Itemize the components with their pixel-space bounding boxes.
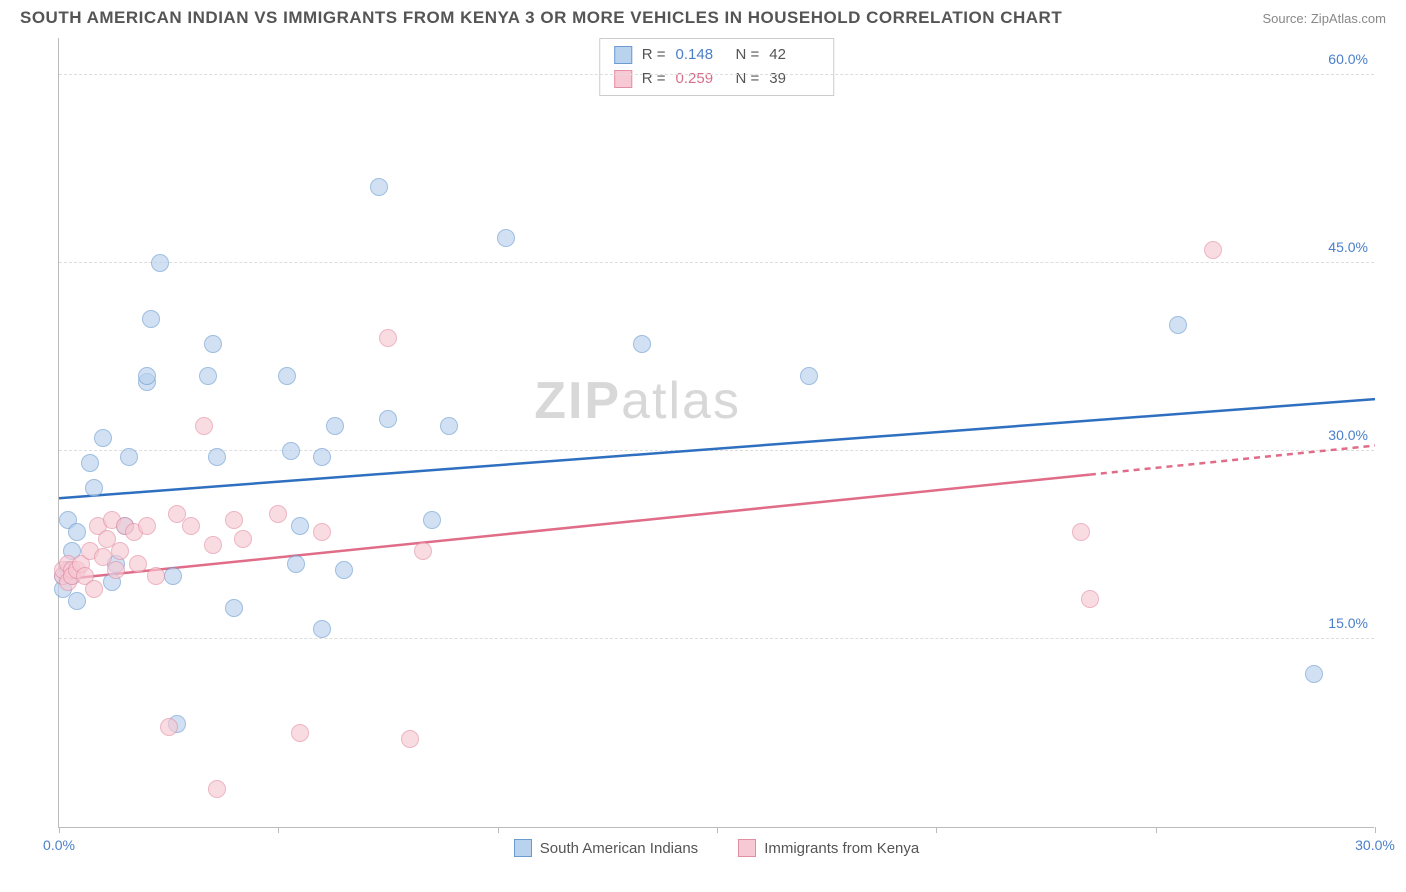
x-tick-label: 30.0%	[1355, 837, 1395, 853]
data-point-kenya	[313, 523, 331, 541]
data-point-sai	[120, 448, 138, 466]
legend-item-kenya: Immigrants from Kenya	[738, 839, 919, 857]
data-point-sai	[94, 429, 112, 447]
stats-r-value: 0.259	[676, 67, 726, 91]
y-tick-label: 45.0%	[1328, 239, 1368, 255]
data-point-sai	[278, 367, 296, 385]
data-point-kenya	[182, 517, 200, 535]
x-tick-label: 0.0%	[43, 837, 75, 853]
data-point-kenya	[204, 536, 222, 554]
stats-n-label: N =	[736, 43, 760, 67]
header: SOUTH AMERICAN INDIAN VS IMMIGRANTS FROM…	[0, 0, 1406, 32]
swatch-kenya	[738, 839, 756, 857]
stats-row-kenya: R = 0.259 N = 39	[614, 67, 820, 91]
data-point-sai	[204, 335, 222, 353]
x-tick	[498, 827, 499, 833]
data-point-kenya	[160, 718, 178, 736]
legend-label: Immigrants from Kenya	[764, 840, 919, 857]
data-point-sai	[1305, 665, 1323, 683]
data-point-sai	[633, 335, 651, 353]
data-point-kenya	[291, 724, 309, 742]
source-prefix: Source:	[1262, 11, 1310, 26]
data-point-kenya	[1072, 523, 1090, 541]
data-point-sai	[313, 620, 331, 638]
data-point-sai	[282, 442, 300, 460]
data-point-sai	[199, 367, 217, 385]
stats-r-label: R =	[642, 43, 666, 67]
watermark-bold: ZIP	[534, 372, 621, 430]
data-point-kenya	[85, 580, 103, 598]
data-point-sai	[497, 229, 515, 247]
data-point-kenya	[208, 780, 226, 798]
source-link[interactable]: ZipAtlas.com	[1311, 11, 1386, 26]
data-point-sai	[335, 561, 353, 579]
y-tick-label: 30.0%	[1328, 427, 1368, 443]
data-point-sai	[423, 511, 441, 529]
x-tick	[936, 827, 937, 833]
data-point-kenya	[129, 555, 147, 573]
stats-n-label: N =	[736, 67, 760, 91]
trend-lines	[59, 38, 1375, 828]
data-point-sai	[164, 567, 182, 585]
bottom-legend: South American Indians Immigrants from Ke…	[59, 839, 1374, 857]
data-point-kenya	[414, 542, 432, 560]
data-point-kenya	[195, 417, 213, 435]
stats-n-value: 42	[769, 43, 819, 67]
data-point-sai	[1169, 316, 1187, 334]
stats-r-label: R =	[642, 67, 666, 91]
data-point-sai	[313, 448, 331, 466]
data-point-kenya	[1081, 590, 1099, 608]
gridline-h	[59, 450, 1374, 451]
data-point-kenya	[111, 542, 129, 560]
data-point-sai	[68, 592, 86, 610]
x-tick	[1156, 827, 1157, 833]
data-point-sai	[379, 410, 397, 428]
data-point-sai	[151, 254, 169, 272]
data-point-sai	[291, 517, 309, 535]
data-point-sai	[800, 367, 818, 385]
gridline-h	[59, 638, 1374, 639]
data-point-kenya	[107, 561, 125, 579]
stats-row-sai: R = 0.148 N = 42	[614, 43, 820, 67]
data-point-sai	[440, 417, 458, 435]
stats-legend-box: R = 0.148 N = 42 R = 0.259 N = 39	[599, 38, 835, 96]
watermark-light: atlas	[621, 372, 741, 430]
source: Source: ZipAtlas.com	[1262, 11, 1386, 26]
data-point-sai	[68, 523, 86, 541]
data-point-kenya	[225, 511, 243, 529]
plot-region: ZIPatlas R =0.148N =42R =0.259N =39 Sout…	[58, 38, 1374, 828]
data-point-kenya	[147, 567, 165, 585]
y-tick-label: 60.0%	[1328, 51, 1368, 67]
y-tick-label: 15.0%	[1328, 615, 1368, 631]
data-point-kenya	[379, 329, 397, 347]
watermark: ZIPatlas	[534, 371, 741, 431]
legend-label: South American Indians	[540, 840, 698, 857]
chart-title: SOUTH AMERICAN INDIAN VS IMMIGRANTS FROM…	[20, 8, 1062, 28]
data-point-sai	[225, 599, 243, 617]
data-point-kenya	[269, 505, 287, 523]
stats-n-value: 39	[769, 67, 819, 91]
data-point-sai	[326, 417, 344, 435]
gridline-h	[59, 74, 1374, 75]
data-point-sai	[81, 454, 99, 472]
data-point-kenya	[138, 517, 156, 535]
x-tick	[1375, 827, 1376, 833]
legend-item-sai: South American Indians	[514, 839, 698, 857]
data-point-kenya	[401, 730, 419, 748]
data-point-sai	[370, 178, 388, 196]
x-tick	[59, 827, 60, 833]
data-point-sai	[208, 448, 226, 466]
x-tick	[717, 827, 718, 833]
data-point-sai	[85, 479, 103, 497]
stats-r-value: 0.148	[676, 43, 726, 67]
data-point-sai	[287, 555, 305, 573]
data-point-sai	[138, 367, 156, 385]
x-tick	[278, 827, 279, 833]
data-point-kenya	[234, 530, 252, 548]
data-point-sai	[142, 310, 160, 328]
data-point-kenya	[1204, 241, 1222, 259]
gridline-h	[59, 262, 1374, 263]
swatch-sai	[514, 839, 532, 857]
swatch-sai	[614, 46, 632, 64]
